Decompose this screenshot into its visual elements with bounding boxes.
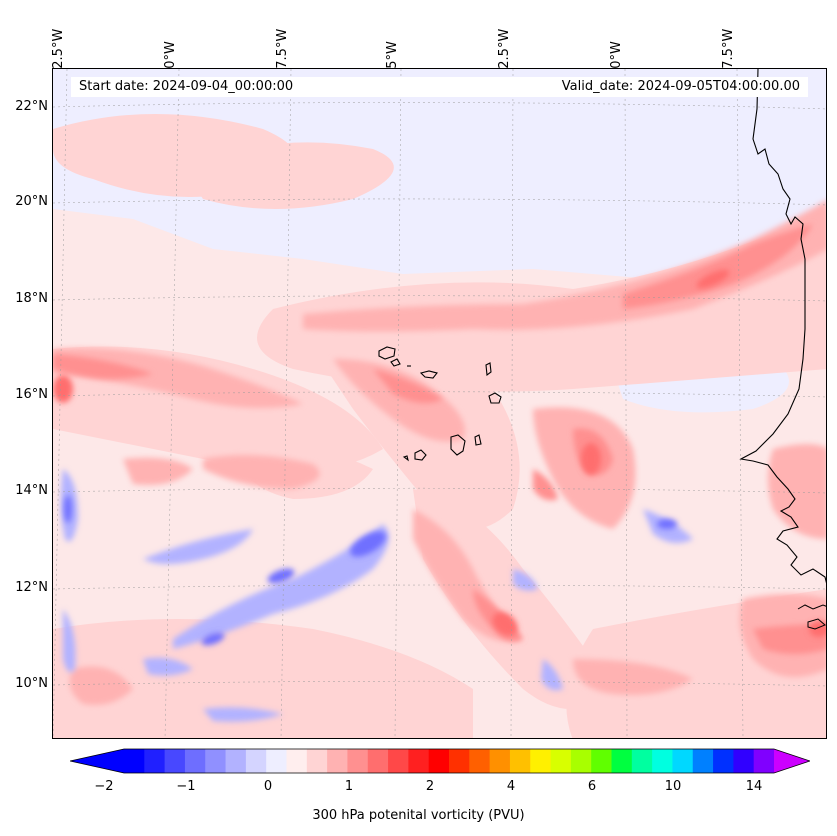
map-panel: Start date: 2024-09-04_00:00:00 Valid_da… bbox=[52, 68, 827, 739]
field-deep-red-cores bbox=[53, 269, 826, 637]
cbar-tick: 0 bbox=[263, 779, 273, 794]
lat-label-14n: 14°N bbox=[15, 483, 48, 498]
colorbar-segment bbox=[652, 749, 673, 773]
colorbar-segment bbox=[225, 749, 247, 773]
colorbar-segment bbox=[672, 749, 694, 773]
cbar-tick: 1 bbox=[344, 779, 354, 794]
date-info-box: Start date: 2024-09-04_00:00:00 Valid_da… bbox=[71, 77, 808, 97]
lat-label-22n: 22°N bbox=[15, 99, 48, 114]
colorbar-segment bbox=[550, 749, 572, 773]
colorbar-segment bbox=[611, 749, 633, 773]
colorbar-segment bbox=[591, 749, 612, 773]
cbar-tick: 2 bbox=[425, 779, 435, 794]
colorbar-segment bbox=[164, 749, 186, 773]
colorbar-segment bbox=[124, 749, 145, 773]
colorbar-segment bbox=[570, 749, 592, 773]
cbar-tick: −2 bbox=[94, 779, 114, 794]
lat-label-18n: 18°N bbox=[15, 291, 48, 306]
cape-verde-islands bbox=[378, 346, 502, 462]
colorbar-segment bbox=[367, 749, 389, 773]
colorbar-segment bbox=[530, 749, 552, 773]
colorbar-segment bbox=[144, 749, 166, 773]
colorbar-segment bbox=[245, 749, 267, 773]
colorbar-under-arrow bbox=[70, 749, 124, 773]
start-date-text: Start date: 2024-09-04_00:00:00 bbox=[79, 79, 294, 94]
colorbar-segment bbox=[306, 749, 328, 773]
field-red-zones bbox=[53, 200, 826, 705]
colorbar-over-arrow bbox=[774, 749, 810, 773]
field-strong-blue-cores bbox=[64, 495, 677, 646]
colorbar-segment bbox=[469, 749, 491, 773]
coastline-detail-2 bbox=[807, 618, 826, 630]
colorbar-segment bbox=[347, 749, 369, 773]
cbar-tick: 10 bbox=[664, 779, 682, 794]
west-africa-coastline bbox=[739, 69, 826, 584]
valid-date-text: Valid_date: 2024-09-05T04:00:00.00 bbox=[561, 79, 800, 94]
pv-field-map bbox=[53, 69, 826, 738]
cbar-tick: 6 bbox=[587, 779, 597, 794]
colorbar-segment bbox=[489, 749, 511, 773]
cbar-tick: −1 bbox=[176, 779, 196, 794]
colorbar-segment bbox=[327, 749, 348, 773]
cbar-tick: 14 bbox=[745, 779, 763, 794]
colorbar-outline bbox=[70, 748, 810, 774]
colorbar-segment bbox=[713, 749, 734, 773]
colorbar-segment bbox=[449, 749, 470, 773]
colorbar-segment bbox=[388, 749, 409, 773]
colorbar-segment bbox=[509, 749, 531, 773]
lat-label-10n: 10°N bbox=[15, 676, 48, 691]
lat-label-16n: 16°N bbox=[15, 387, 48, 402]
colorbar-segment bbox=[428, 749, 450, 773]
colorbar bbox=[70, 748, 810, 774]
colorbar-segment bbox=[286, 749, 308, 773]
colorbar-segment bbox=[408, 749, 430, 773]
coastline-detail-1 bbox=[797, 604, 826, 610]
colorbar-segment bbox=[692, 749, 714, 773]
colorbar-segment bbox=[733, 749, 755, 773]
colorbar-segment bbox=[205, 749, 227, 773]
colorbar-segment bbox=[631, 749, 653, 773]
colorbar-segment bbox=[266, 749, 287, 773]
colorbar-segment bbox=[753, 749, 775, 773]
cbar-tick: 4 bbox=[506, 779, 516, 794]
colorbar-label: 300 hPa potenital vorticity (PVU) bbox=[312, 808, 525, 823]
colorbar-segment bbox=[184, 749, 206, 773]
lat-label-12n: 12°N bbox=[15, 580, 48, 595]
graticule bbox=[53, 69, 826, 738]
lat-label-20n: 20°N bbox=[15, 194, 48, 209]
